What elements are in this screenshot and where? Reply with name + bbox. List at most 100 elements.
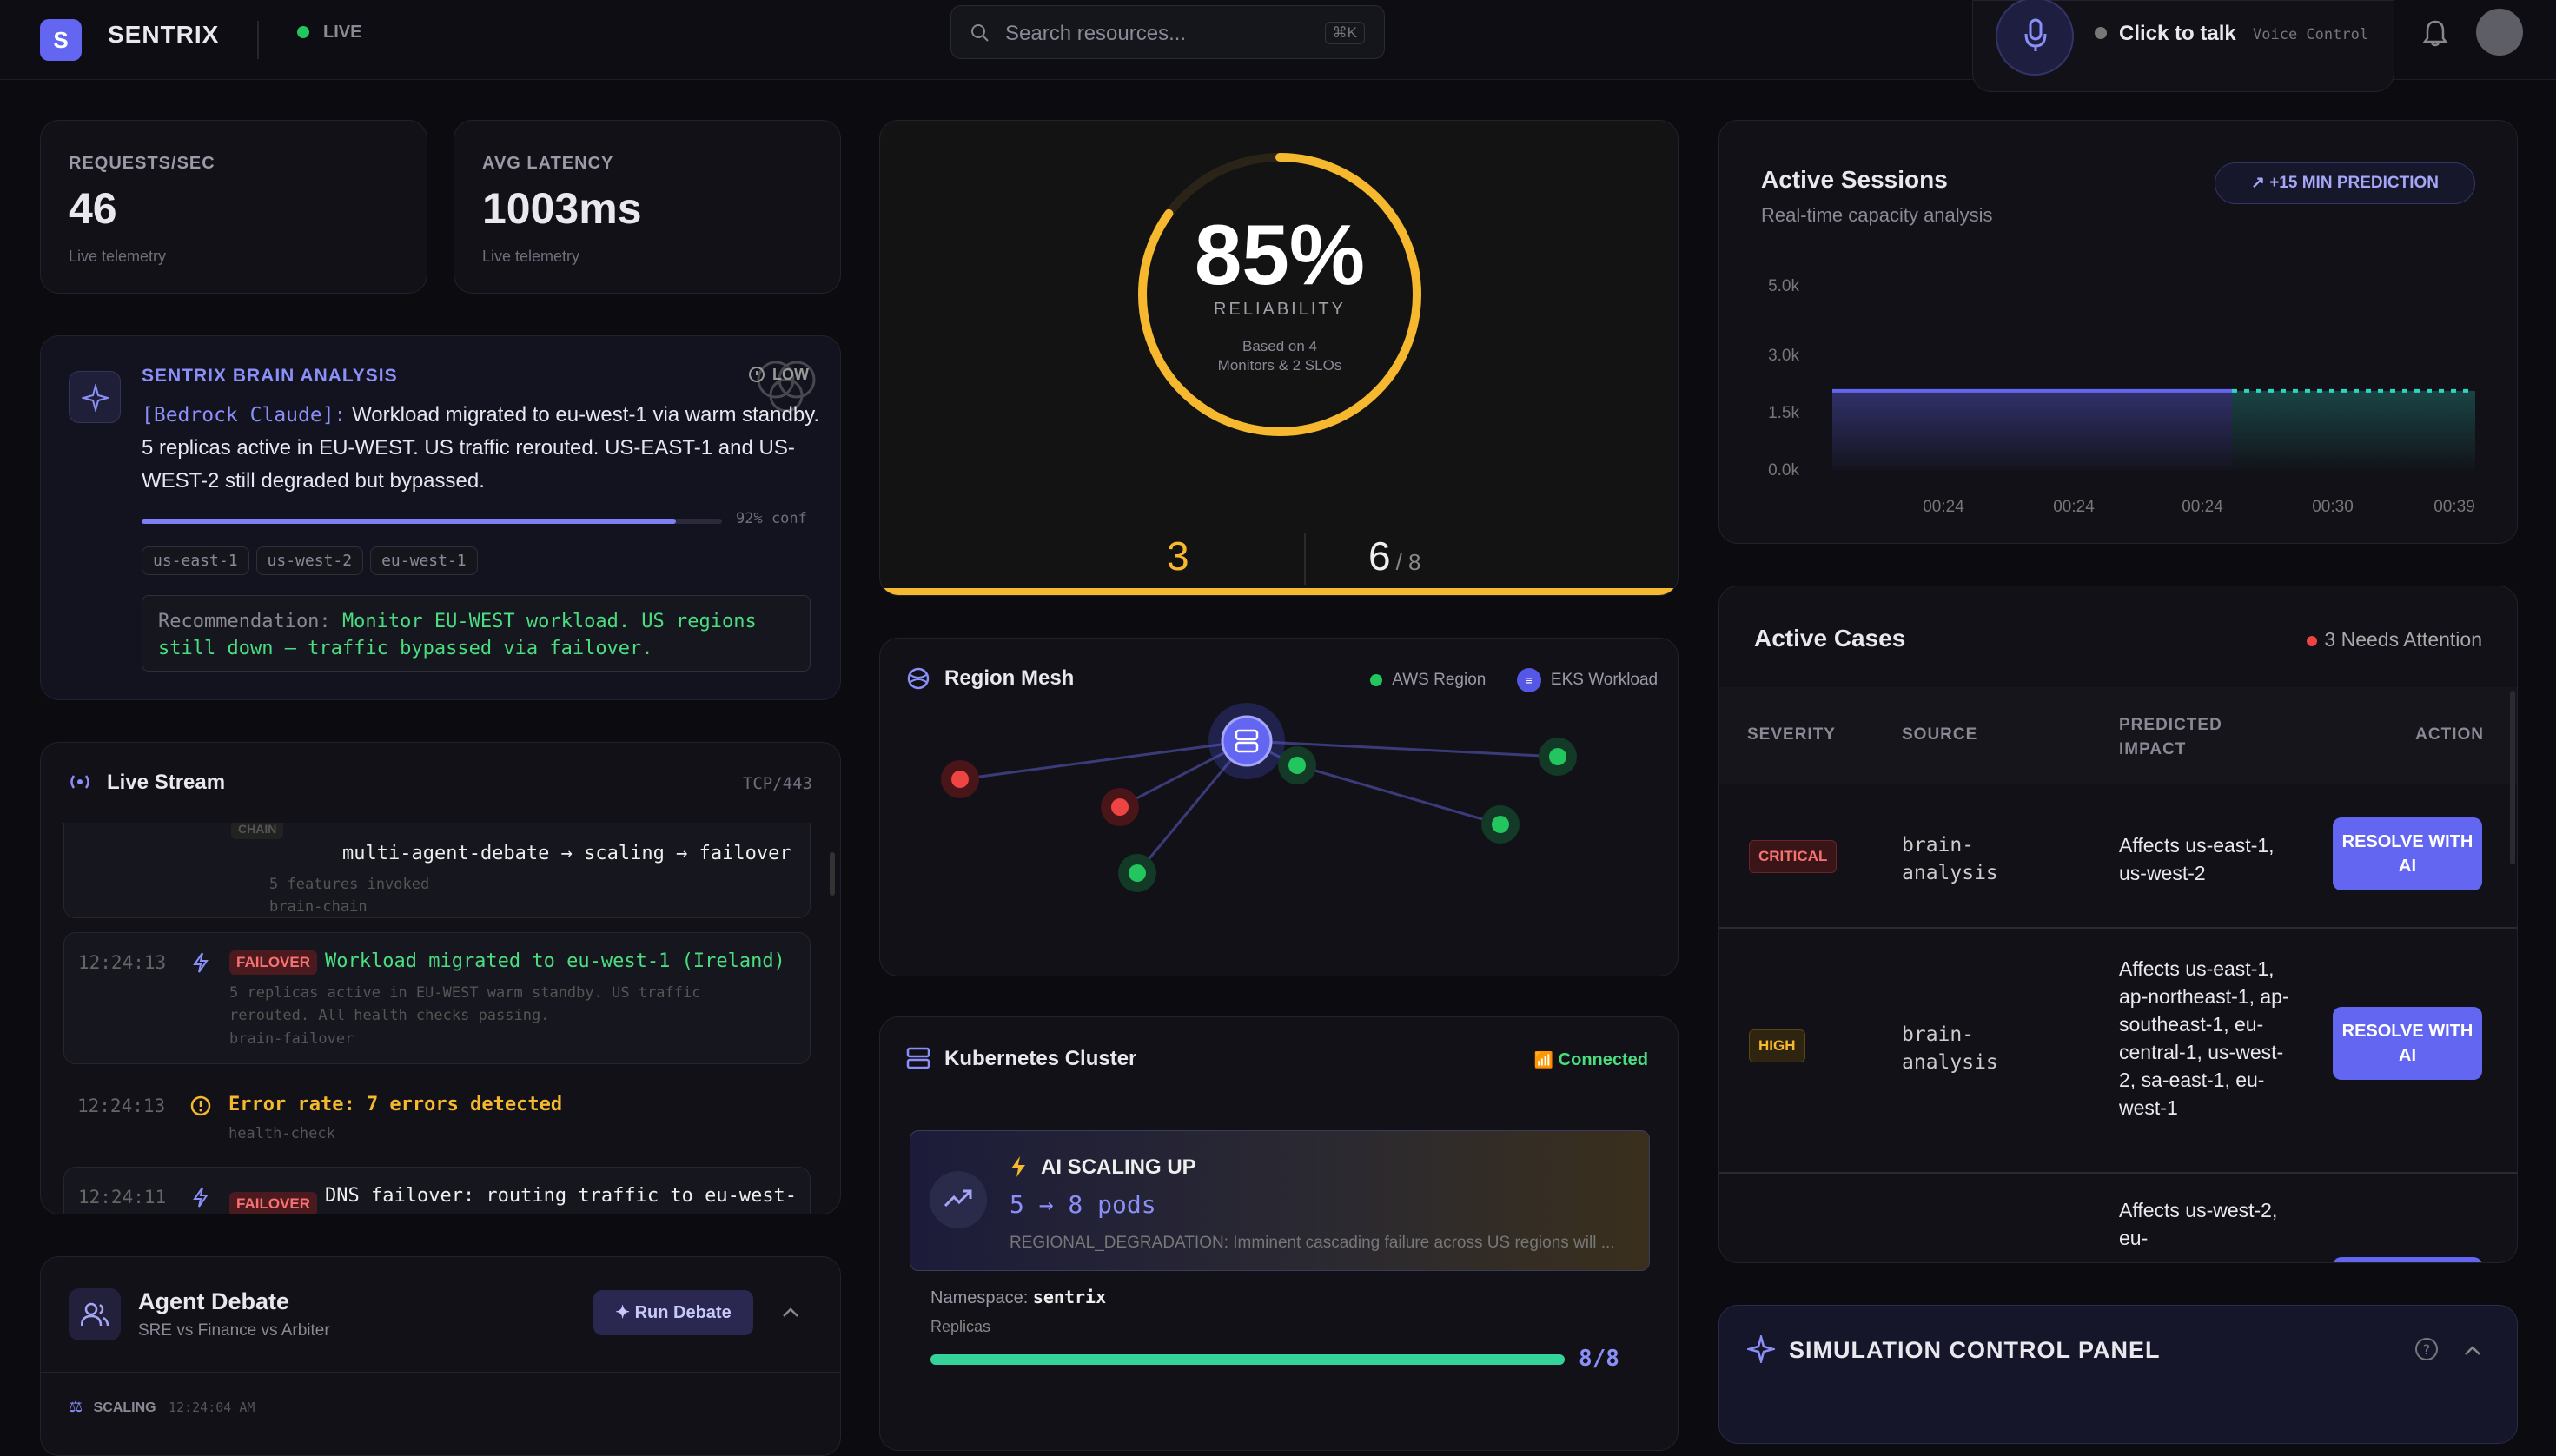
brain-icon	[757, 361, 816, 413]
scrollbar[interactable]	[830, 852, 835, 896]
resolve-label: RESOLVE WITH AI	[2341, 832, 2473, 876]
chevron-up-icon[interactable]	[2463, 1344, 2482, 1356]
chevron-up-icon[interactable]	[781, 1306, 800, 1318]
stream-event[interactable]: 12:24:11 FAILOVER DNS failover: routing …	[63, 1167, 811, 1214]
trend-up-icon	[944, 1189, 972, 1208]
help-icon[interactable]: ?	[2414, 1337, 2439, 1361]
replicas-value: 8/8	[1579, 1346, 1619, 1372]
debate-subtitle: SRE vs Finance vs Arbiter	[138, 1321, 330, 1340]
sparkle-icon	[1747, 1335, 1775, 1363]
logo[interactable]: S	[40, 19, 82, 61]
resolve-label: RESOLVE WITH AI	[2341, 1022, 2473, 1065]
resolve-with-ai-button[interactable]: RESOLVE WITH AI	[2333, 1007, 2482, 1080]
stream-list[interactable]: CHAIN multi-agent-debate → scaling → fai…	[41, 823, 840, 1214]
trend-icon-box	[930, 1171, 987, 1228]
active-sessions-card: Active Sessions Real-time capacity analy…	[1718, 120, 2518, 544]
run-debate-button[interactable]: ✦ Run Debate	[593, 1290, 753, 1335]
debate-icon-box	[69, 1288, 121, 1340]
row-divider	[1719, 927, 2517, 929]
kubernetes-card: Kubernetes Cluster 📶 Connected AI SCALIN…	[879, 1016, 1679, 1451]
server-icon	[1235, 729, 1259, 753]
severity-low-badge: LOW	[772, 366, 809, 383]
globe-icon	[907, 667, 930, 690]
sparkle-icon-box	[69, 371, 121, 423]
monitors-total: / 8	[1395, 549, 1421, 575]
region-tags: us-east-1 us-west-2 eu-west-1	[142, 546, 485, 575]
region-node-healthy-core	[1492, 816, 1509, 833]
reliability-gauge-arc	[1138, 153, 1421, 436]
brain-text: [Bedrock Claude]: Workload migrated to e…	[142, 399, 828, 498]
search-shortcut: ⌘K	[1324, 22, 1365, 44]
replicas-bar-fill	[930, 1354, 1565, 1365]
live-stream-card: Live Stream TCP/443 CHAIN multi-agent-de…	[40, 742, 841, 1214]
header-action: ACTION	[2415, 725, 2484, 744]
namespace: Namespace: sentrix	[930, 1287, 1106, 1308]
reliability-note-2: Monitors & 2 SLOs	[1217, 357, 1342, 374]
metric-value: 1003ms	[482, 184, 642, 233]
event-time: 12:24:13	[77, 1095, 166, 1116]
table-row[interactable]: HIGH brain-analysis Affects us-east-1, a…	[1719, 929, 2517, 1172]
search-box[interactable]: Search resources... ⌘K	[950, 5, 1385, 59]
agent-debate-card: Agent Debate SRE vs Finance vs Arbiter ✦…	[40, 1256, 841, 1456]
stream-event[interactable]: 12:24:13 FAILOVER Workload migrated to e…	[63, 932, 811, 1064]
scrollbar[interactable]	[2510, 691, 2515, 864]
voice-control-panel[interactable]: Click to talk Voice Control	[1972, 0, 2394, 92]
resolve-with-ai-button[interactable]	[2333, 1257, 2482, 1262]
header-impact: PREDICTED IMPACT	[2119, 716, 2222, 758]
event-text: DNS failover: routing traffic to eu-west…	[325, 1185, 798, 1207]
metric-value: 46	[69, 184, 117, 233]
click-to-talk-label[interactable]: Click to talk	[2119, 22, 2236, 45]
header-source: SOURCE	[1902, 725, 1978, 744]
bell-icon[interactable]	[2422, 19, 2448, 47]
metric-sub: Live telemetry	[482, 248, 580, 265]
ai-scaling-banner[interactable]: AI SCALING UP 5 → 8 pods REGIONAL_DEGRAD…	[910, 1130, 1650, 1271]
replicas-bar	[930, 1354, 1565, 1365]
broadcast-icon	[70, 775, 89, 789]
case-source: brain-analysis	[1902, 1023, 1998, 1074]
needs-attention: 3 Needs Attention	[2307, 628, 2482, 652]
mesh-graph[interactable]	[880, 639, 1679, 976]
stream-event[interactable]: CHAIN multi-agent-debate → scaling → fai…	[63, 823, 811, 918]
resolve-with-ai-button[interactable]: RESOLVE WITH AI	[2333, 817, 2482, 890]
replicas-label: Replicas	[930, 1318, 991, 1335]
case-source: brain-analysis	[1902, 834, 1998, 884]
region-node-healthy-core	[1549, 748, 1566, 765]
info-icon	[749, 367, 765, 382]
x-tick-label: 00:24	[1923, 498, 1964, 516]
x-tick-label: 00:30	[2312, 498, 2354, 516]
case-impact: Affects us-west-2, eu-	[2119, 1199, 2278, 1249]
server-icon	[906, 1047, 930, 1069]
prediction-toggle[interactable]: ↗ +15 MIN PREDICTION	[2215, 162, 2475, 204]
region-tag[interactable]: eu-west-1	[370, 546, 478, 575]
avatar[interactable]	[2476, 9, 2523, 56]
table-row[interactable]: CRITICAL brain-analysis Affects us-east-…	[1719, 786, 2517, 925]
eks-legend-label: EKS Workload	[1550, 671, 1659, 690]
wifi-icon: 📶	[1533, 1051, 1554, 1069]
stream-event[interactable]: 12:24:13 Error rate: 7 errors detected h…	[63, 1083, 811, 1153]
row-divider	[1719, 1172, 2517, 1174]
lightning-icon	[1011, 1156, 1025, 1177]
namespace-label: Namespace:	[930, 1288, 1029, 1307]
table-row[interactable]: Affects us-west-2, eu-	[1719, 1174, 2517, 1262]
recommendation-box: Recommendation: Monitor EU-WEST workload…	[142, 595, 811, 672]
simulation-control-panel[interactable]: SIMULATION CONTROL PANEL ?	[1718, 1305, 2518, 1444]
mic-button[interactable]	[1996, 0, 2074, 76]
region-tag[interactable]: us-east-1	[142, 546, 249, 575]
region-node-degraded-core	[951, 771, 969, 788]
live-indicator: LIVE	[323, 23, 362, 42]
y-tick-label: 1.5k	[1768, 404, 1799, 422]
sessions-chart: 5.0k 3.0k 1.5k 0.0k 00:24 00:24 00:24 00:30 00:3…	[1768, 277, 2475, 516]
y-tick-label: 3.0k	[1768, 347, 1799, 365]
metric-label: REQUESTS/SEC	[69, 154, 215, 173]
region-tag[interactable]: us-west-2	[255, 546, 364, 575]
sparkle-icon: ✦	[615, 1303, 631, 1322]
metric-card-latency: AVG LATENCY 1003ms Live telemetry	[454, 120, 841, 294]
search-placeholder: Search resources...	[1005, 22, 1187, 45]
failover-badge: FAILOVER	[229, 950, 318, 975]
eks-workload-node[interactable]	[1221, 715, 1273, 767]
reliability-note-1: Based on 4	[1242, 338, 1317, 354]
region-mesh-card: Region Mesh AWS Region ≡ EKS Workload	[879, 638, 1679, 976]
trend-up-icon: ↗	[2251, 174, 2265, 192]
lightning-icon	[193, 1187, 209, 1208]
prediction-area	[2232, 390, 2475, 470]
